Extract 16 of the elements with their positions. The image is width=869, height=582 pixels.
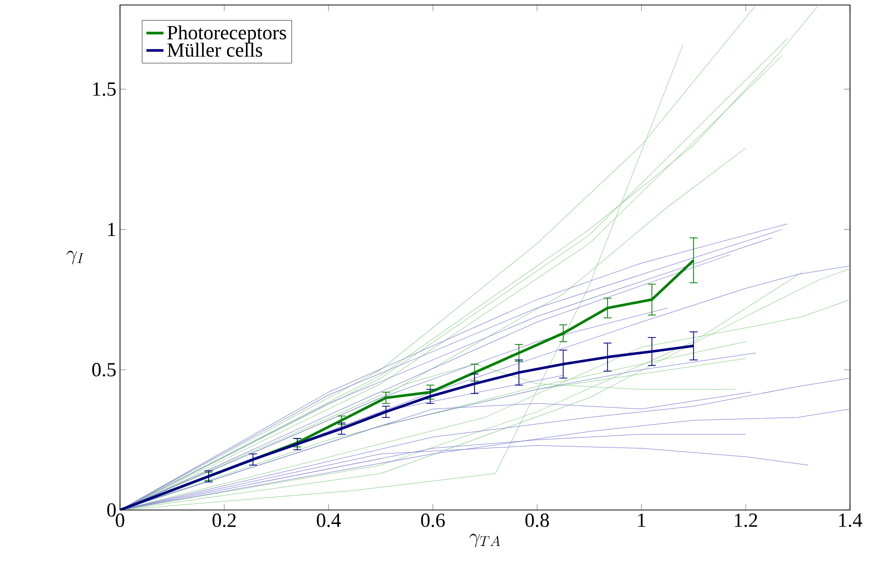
y-axis-title: $\gamma_{I}$ — [66, 250, 84, 264]
x-tick-label: 1.4 — [839, 514, 862, 528]
x-tick-label: 1 — [638, 514, 646, 527]
y-tick-label: 0.5 — [92, 362, 116, 377]
legend-label: Photoreceptors — [167, 25, 286, 44]
x-tick-label: 1.2 — [734, 514, 758, 528]
x-tick-label: 0.8 — [525, 514, 549, 528]
x-tick-label: 0.6 — [421, 514, 445, 528]
y-tick-label: 1 — [108, 222, 116, 236]
legend-label: Müller cells — [167, 42, 262, 57]
y-tick-label: 0 — [107, 503, 116, 517]
y-tick-label: 1.5 — [93, 82, 116, 96]
x-tick-label: 0.2 — [212, 514, 236, 528]
x-axis-title: $\gamma_{TA}$ — [469, 534, 500, 548]
x-tick-label: 0.4 — [316, 514, 341, 528]
x-tick-label: 0 — [116, 514, 124, 528]
